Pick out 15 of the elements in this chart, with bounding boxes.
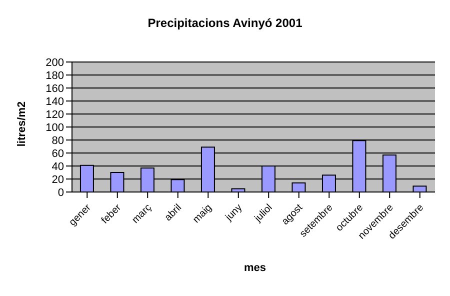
y-tick-label: 0 xyxy=(58,186,64,199)
y-tick-label: 100 xyxy=(46,122,64,134)
y-tick-label: 140 xyxy=(46,96,64,108)
y-tick-label: 180 xyxy=(46,70,64,82)
y-tick-label: 60 xyxy=(52,148,64,160)
chart-title: Precipitacions Avinyó 2001 xyxy=(146,16,304,30)
y-tick-label: 200 xyxy=(46,56,64,69)
y-tick-label: 120 xyxy=(46,108,64,121)
x-tick-label: abril xyxy=(162,202,184,224)
x-axis-title: mes xyxy=(242,262,268,274)
y-tick-label: 80 xyxy=(52,134,64,147)
y-axis-title: litres/m2 xyxy=(16,101,28,147)
y-tick-label: 40 xyxy=(52,160,64,173)
y-tick-label: 20 xyxy=(52,174,64,186)
y-tick-label: 160 xyxy=(46,82,64,95)
